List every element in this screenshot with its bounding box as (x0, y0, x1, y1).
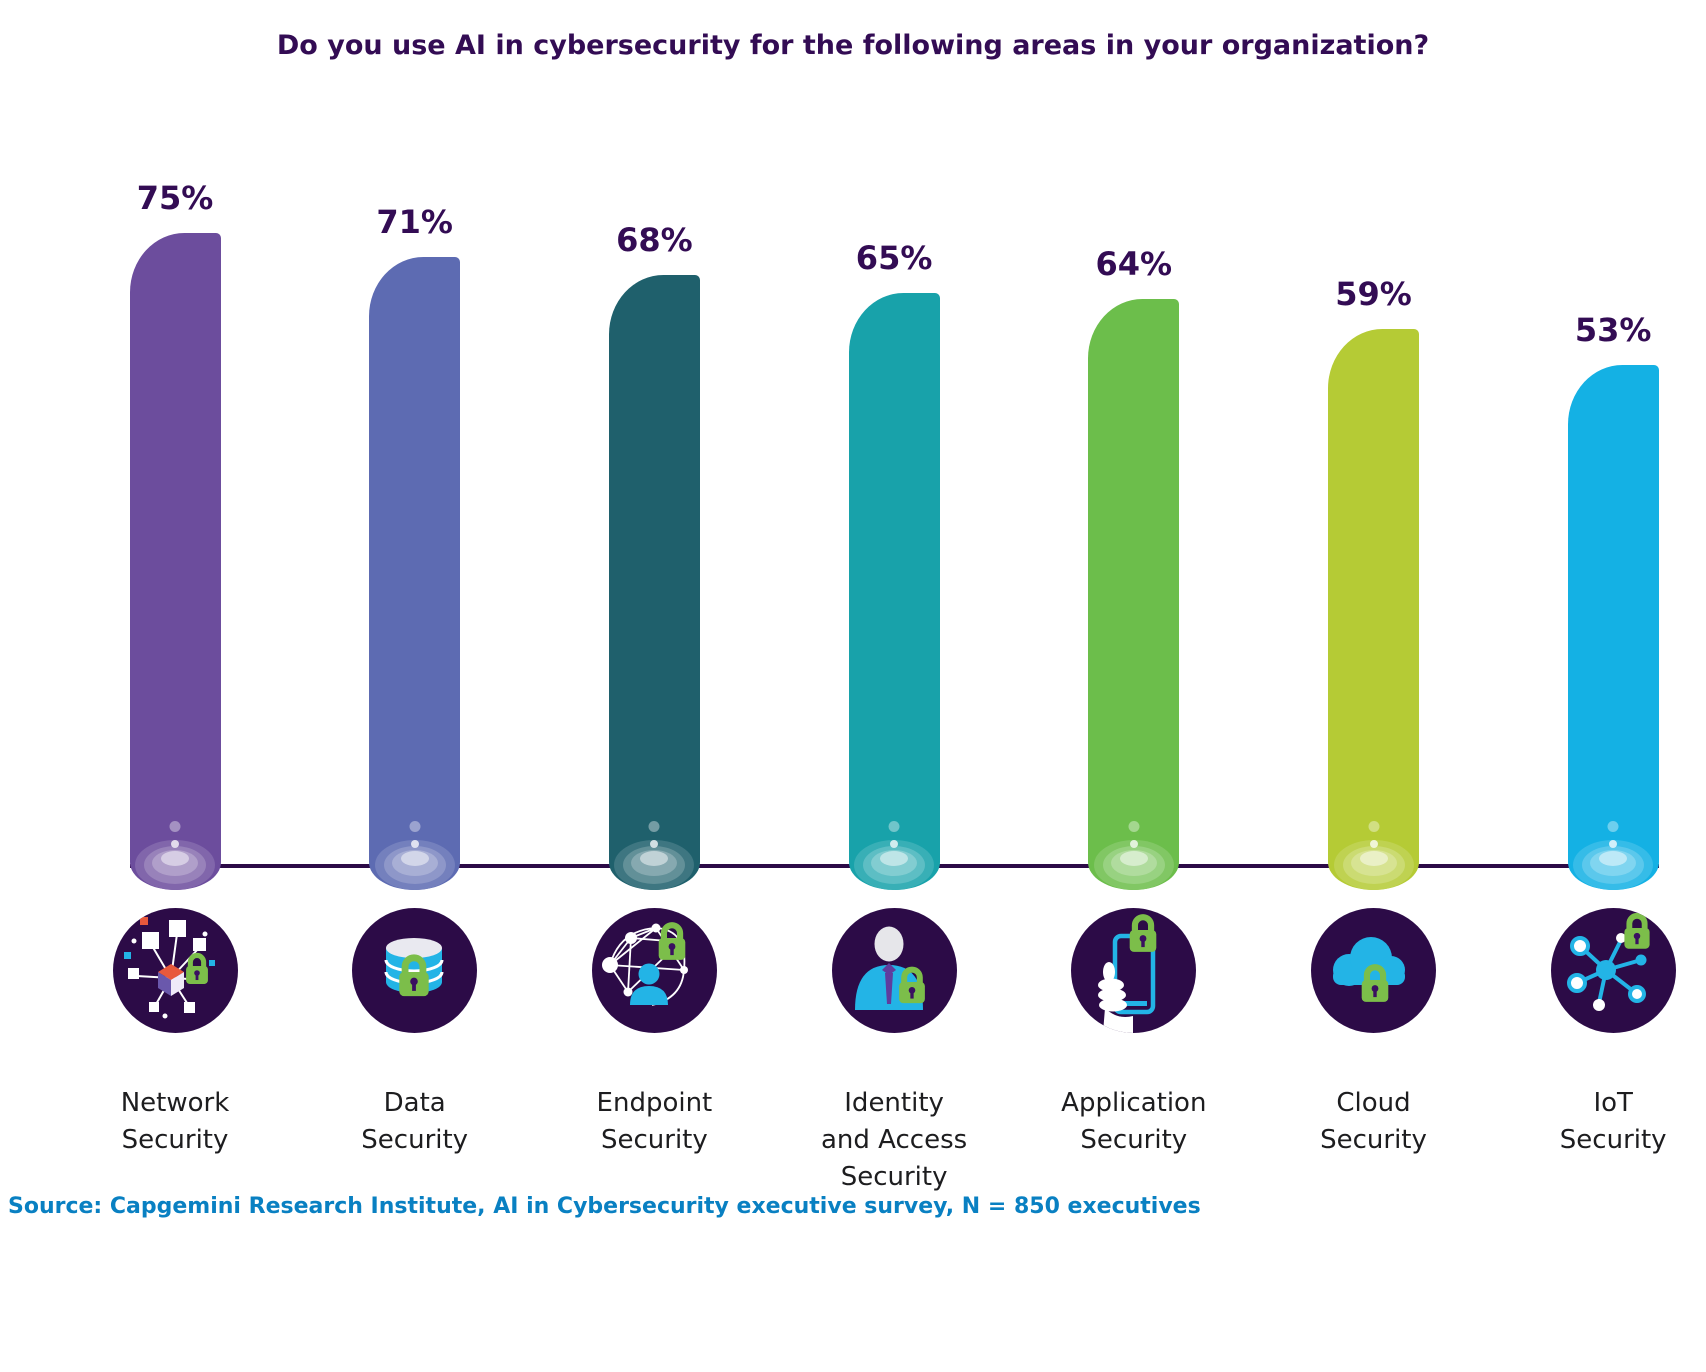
endpoint-security-icon (601, 922, 688, 1006)
data-security-icon (352, 908, 478, 1033)
bar-value-label: 75% (136, 179, 214, 217)
category-label-line: and Access (821, 1125, 968, 1155)
category-label: Application Security (1019, 1085, 1249, 1159)
bar-value-label: 65% (855, 239, 933, 277)
bar-value-label: 53% (1574, 311, 1652, 349)
category-label-line: Identity (844, 1088, 944, 1118)
category-label-line: Security (601, 1125, 708, 1155)
category-label-line: Security (121, 1125, 229, 1155)
bar-gloss-highlight (1369, 840, 1378, 848)
network-security-icon (123, 917, 215, 1019)
bar-gloss-highlight (888, 821, 900, 832)
bar-gloss-highlight (400, 851, 429, 866)
bar-gloss-highlight (1129, 840, 1138, 848)
bar-gloss-highlight (1119, 851, 1148, 866)
bar (129, 233, 221, 890)
bar-gloss-highlight (1368, 821, 1379, 832)
bar-gloss-highlight (640, 851, 669, 866)
bar-gloss-highlight (648, 821, 660, 832)
padlock-icon (399, 954, 429, 997)
bar (848, 293, 940, 890)
category-label: Cloud Security (1259, 1085, 1489, 1159)
category-label-line: Security (840, 1162, 948, 1192)
category-label-line: Application (1061, 1088, 1207, 1118)
category-label-line: Cloud (1336, 1088, 1411, 1118)
category-label: Identity and Access Security (779, 1085, 1009, 1196)
network-security-icon (112, 908, 238, 1033)
cloud-security-icon (1333, 937, 1405, 1002)
bar-gloss-highlight (171, 840, 179, 848)
bar (369, 257, 461, 890)
bar-gloss-highlight (1599, 851, 1628, 866)
source-caption: Source: Capgemini Research Institute, AI… (8, 1194, 1201, 1219)
bar-value-label: 71% (376, 203, 453, 241)
endpoint-security-icon (591, 908, 717, 1033)
bar (1088, 299, 1180, 890)
bar-gloss-highlight (1609, 840, 1618, 848)
identity-access-security-icon (854, 926, 925, 1010)
bar (1328, 329, 1419, 890)
bar-gloss-highlight (650, 840, 659, 848)
application-security-icon (1098, 914, 1157, 1033)
chart-title: Do you use AI in cybersecurity for the f… (276, 30, 1430, 61)
category-label-line: Network (120, 1088, 230, 1118)
bar-gloss-highlight (409, 821, 421, 832)
category-label: Network Security (60, 1085, 290, 1159)
bar-gloss-highlight (410, 840, 419, 848)
bar (1567, 365, 1659, 890)
bar-gloss-highlight (169, 821, 181, 832)
category-label-line: Security (1320, 1125, 1427, 1155)
category-label-line: Endpoint (596, 1088, 713, 1118)
identity-access-security-icon (831, 908, 957, 1033)
bar (608, 275, 700, 890)
padlock-icon (1361, 964, 1389, 1002)
bar-gloss-highlight (161, 851, 189, 866)
category-label-line: Security (1080, 1125, 1188, 1155)
bar-gloss-highlight (890, 840, 899, 848)
padlock-icon (1129, 914, 1157, 952)
padlock-icon (658, 922, 686, 960)
iot-security-icon (1550, 908, 1676, 1033)
category-label-line: IoT (1593, 1088, 1633, 1118)
application-security-icon (1071, 908, 1197, 1033)
bar-value-label: 64% (1095, 245, 1173, 283)
cloud-security-icon (1311, 908, 1436, 1033)
padlock-icon (1624, 913, 1650, 949)
category-label-line: Security (1559, 1125, 1667, 1155)
category-label: IoT Security (1498, 1085, 1706, 1159)
bar-value-label: 68% (616, 221, 693, 259)
category-label-line: Data (383, 1088, 446, 1118)
bar-gloss-highlight (1359, 851, 1388, 866)
category-label: Data Security (300, 1085, 530, 1159)
bar-gloss-highlight (1607, 821, 1619, 832)
bar-gloss-highlight (1128, 821, 1140, 832)
padlock-icon (898, 966, 925, 1004)
iot-security-icon (1566, 913, 1650, 1011)
padlock-icon (185, 952, 208, 984)
category-label-line: Security (361, 1125, 469, 1155)
bar-gloss-highlight (880, 851, 909, 866)
bar-value-label: 59% (1335, 275, 1412, 313)
category-label: Endpoint Security (539, 1085, 769, 1159)
data-security-icon (384, 938, 444, 997)
